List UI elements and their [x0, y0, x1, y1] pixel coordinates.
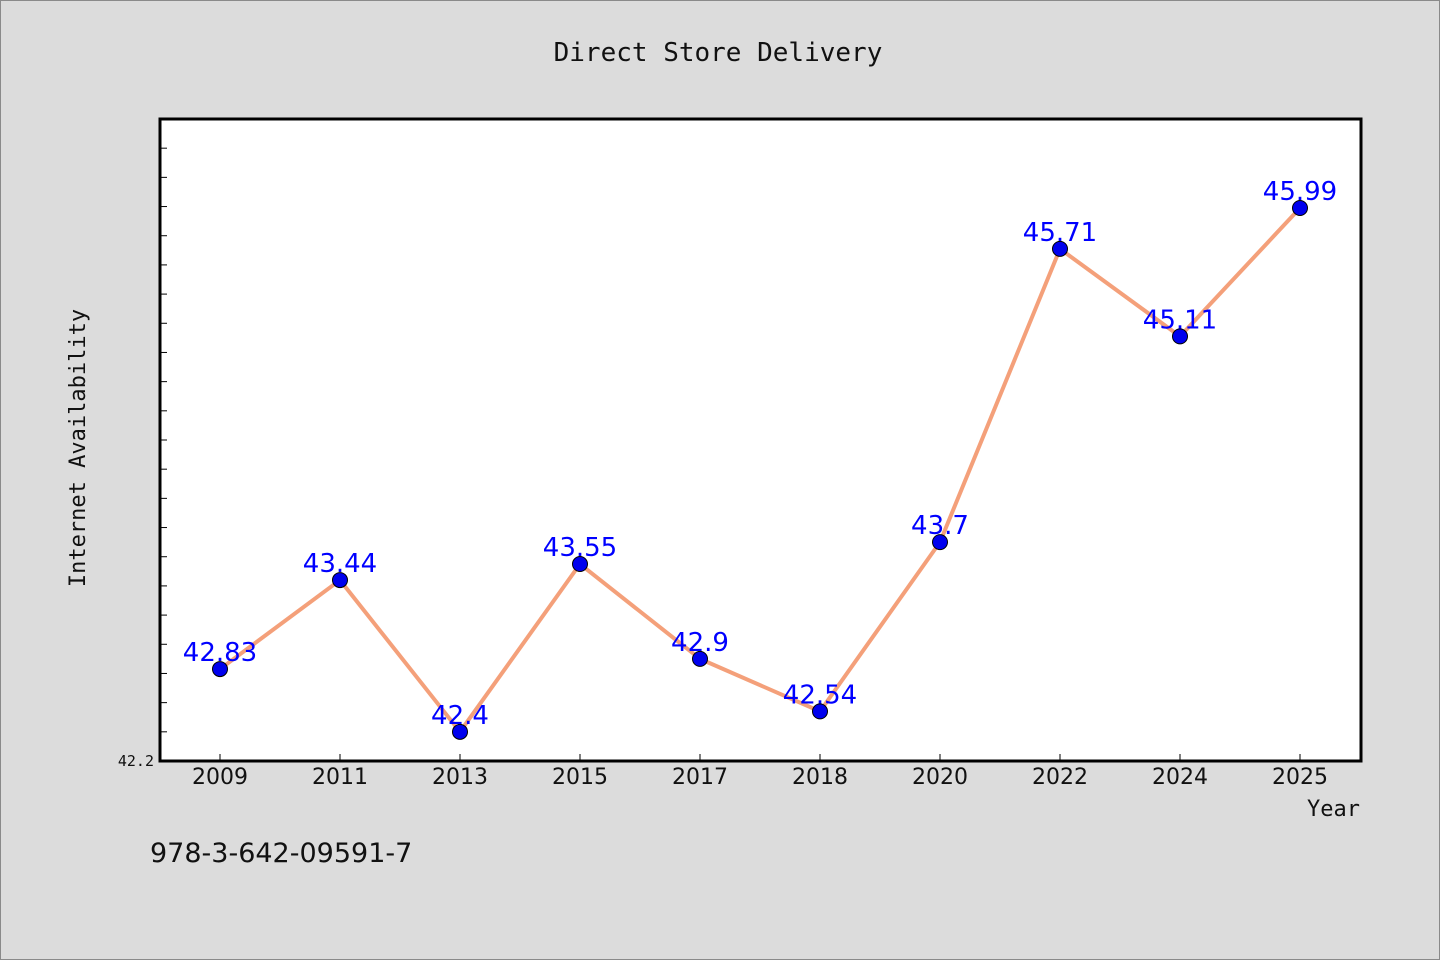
data-labels: 42.83 43.44 42.4 43.55 42.9 42.54 43.7 45.71 45.… — [183, 177, 1337, 731]
data-point — [1052, 240, 1068, 257]
data-label: 42.4 — [431, 701, 489, 731]
data-point — [692, 650, 708, 667]
isbn-annotation: 978-3-642-09591-7 — [150, 838, 412, 869]
y-axis-label: Internet Availability — [66, 309, 91, 587]
x-axis-label: Year — [1307, 797, 1360, 822]
y-axis-ticks — [160, 147, 167, 733]
data-point — [332, 572, 348, 589]
chart-title: Direct Store Delivery — [554, 38, 883, 68]
data-label: 43.44 — [303, 549, 377, 579]
x-tick-label: 2011 — [312, 765, 368, 790]
data-label: 42.83 — [183, 638, 257, 668]
data-point — [572, 556, 588, 573]
x-tick-label: 2024 — [1152, 765, 1208, 790]
data-point — [932, 534, 948, 551]
x-tick-label: 2017 — [672, 765, 728, 790]
data-label: 45.71 — [1023, 218, 1097, 248]
data-label: 45.11 — [1143, 305, 1217, 335]
data-label: 42.54 — [783, 680, 857, 710]
data-point — [1172, 328, 1188, 345]
x-axis-tick-labels: 2009 2011 2013 2015 2017 2018 2020 2022 2024 2025 — [192, 765, 1328, 790]
x-tick-label: 2025 — [1272, 765, 1328, 790]
data-label: 42.9 — [671, 628, 729, 658]
x-tick-label: 2018 — [792, 765, 848, 790]
data-point — [212, 661, 228, 678]
data-label: 43.55 — [543, 533, 617, 563]
x-tick-label: 2015 — [552, 765, 608, 790]
y-tick-label: 42.2 — [118, 752, 154, 770]
x-tick-label: 2020 — [912, 765, 968, 790]
series-line — [218, 206, 1302, 734]
x-axis-ticks — [219, 754, 1301, 761]
data-point — [452, 723, 468, 740]
plot-area — [158, 117, 1363, 763]
data-label: 43.7 — [911, 511, 969, 541]
data-point — [812, 703, 828, 720]
x-tick-label: 2022 — [1032, 765, 1088, 790]
x-tick-label: 2009 — [192, 765, 248, 790]
data-point — [1292, 200, 1308, 217]
series-markers — [212, 200, 1308, 740]
y-axis-tick-labels: 42.2 — [118, 752, 154, 770]
x-tick-label: 2013 — [432, 765, 488, 790]
data-label: 45.99 — [1263, 177, 1337, 207]
